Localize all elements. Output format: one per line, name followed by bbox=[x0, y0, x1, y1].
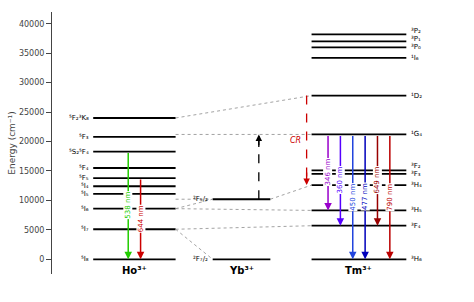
svg-text:538 nm: 538 nm bbox=[124, 192, 132, 219]
svg-text:³H₅: ³H₅ bbox=[411, 206, 422, 214]
svg-text:⁵F₂³K₈: ⁵F₂³K₈ bbox=[69, 114, 89, 122]
svg-text:Tm³⁺: Tm³⁺ bbox=[345, 265, 372, 276]
svg-text:346 nm: 346 nm bbox=[324, 158, 332, 185]
svg-text:15000: 15000 bbox=[19, 167, 44, 176]
svg-text:³F₃: ³F₃ bbox=[411, 170, 421, 178]
svg-text:644 nm: 644 nm bbox=[137, 205, 145, 232]
svg-text:CR: CR bbox=[290, 136, 301, 145]
svg-text:³P₁: ³P₁ bbox=[411, 35, 421, 43]
svg-text:30000: 30000 bbox=[19, 78, 44, 87]
svg-text:¹D₂: ¹D₂ bbox=[411, 92, 422, 100]
svg-text:35000: 35000 bbox=[19, 49, 44, 58]
svg-text:10000: 10000 bbox=[19, 196, 44, 205]
svg-text:⁵I₅: ⁵I₅ bbox=[81, 190, 89, 198]
svg-text:649 nm: 649 nm bbox=[373, 167, 381, 194]
svg-text:360 nm: 360 nm bbox=[336, 166, 344, 193]
svg-text:790 nm: 790 nm bbox=[386, 184, 394, 211]
svg-text:³F₄: ³F₄ bbox=[411, 222, 421, 230]
svg-text:450 nm: 450 nm bbox=[349, 184, 357, 211]
svg-text:⁵I₆: ⁵I₆ bbox=[81, 205, 89, 213]
svg-text:25000: 25000 bbox=[19, 108, 44, 117]
svg-text:Ho³⁺: Ho³⁺ bbox=[122, 265, 147, 276]
svg-text:¹G₄: ¹G₄ bbox=[411, 130, 422, 138]
svg-text:⁵F₃: ⁵F₃ bbox=[79, 133, 89, 141]
svg-text:⁵I₇: ⁵I₇ bbox=[81, 225, 89, 233]
svg-text:²F₇/₂: ²F₇/₂ bbox=[193, 255, 208, 263]
svg-text:⁵I₈: ⁵I₈ bbox=[81, 255, 89, 263]
svg-text:0: 0 bbox=[39, 255, 44, 264]
svg-text:Yb³⁺: Yb³⁺ bbox=[229, 265, 254, 276]
svg-text:477 nm: 477 nm bbox=[361, 183, 369, 210]
svg-text:³P₀: ³P₀ bbox=[411, 43, 421, 51]
svg-text:¹I₆: ¹I₆ bbox=[411, 54, 419, 62]
svg-text:³P₂: ³P₂ bbox=[411, 27, 421, 35]
svg-text:40000: 40000 bbox=[19, 20, 44, 29]
svg-text:³H₄: ³H₄ bbox=[411, 181, 422, 189]
svg-text:5000: 5000 bbox=[24, 226, 44, 235]
svg-text:Energy (cm⁻¹): Energy (cm⁻¹) bbox=[7, 111, 17, 174]
svg-text:⁵F₄: ⁵F₄ bbox=[79, 164, 89, 172]
svg-text:³H₆: ³H₆ bbox=[411, 255, 422, 263]
svg-text:⁵I₄: ⁵I₄ bbox=[81, 182, 89, 190]
svg-text:20000: 20000 bbox=[19, 137, 44, 146]
svg-text:³F₂: ³F₂ bbox=[411, 162, 421, 170]
svg-text:⁵F₅: ⁵F₅ bbox=[79, 174, 89, 182]
svg-text:⁵S₂⁵F₄: ⁵S₂⁵F₄ bbox=[69, 148, 89, 156]
svg-text:²F₅/₂: ²F₅/₂ bbox=[193, 195, 208, 203]
